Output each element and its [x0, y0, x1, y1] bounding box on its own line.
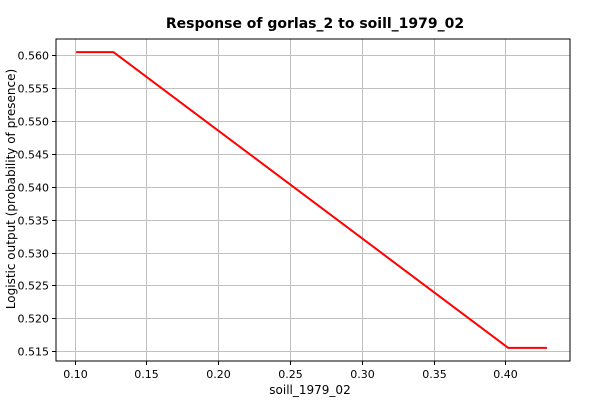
- y-tick-label: 0.515: [18, 346, 50, 359]
- x-tick-label: 0.10: [63, 368, 88, 381]
- x-tick-label: 0.15: [134, 368, 159, 381]
- y-tick-label: 0.530: [18, 248, 50, 261]
- y-tick-label: 0.545: [18, 149, 50, 162]
- chart-title: Response of gorlas_2 to soill_1979_02: [166, 16, 464, 32]
- ticks: 0.10 0.15 0.20 0.25 0.30 0.35 0.40 0.515 0.520 0.…: [18, 50, 518, 382]
- y-tick-label: 0.525: [18, 280, 50, 293]
- y-tick-label: 0.535: [18, 215, 50, 228]
- x-tick-label: 0.30: [350, 368, 375, 381]
- x-tick-label: 0.35: [422, 368, 447, 381]
- plot-frame: [55, 38, 571, 362]
- y-tick-label: 0.540: [18, 182, 50, 195]
- y-tick-label: 0.550: [18, 116, 50, 129]
- y-axis-label: Logistic output (probability of presence…: [4, 69, 18, 309]
- series-layer: [76, 51, 547, 349]
- y-tick-label: 0.560: [18, 50, 50, 63]
- x-axis-label: soill_1979_02: [269, 383, 350, 397]
- y-tick-label: 0.520: [18, 313, 50, 326]
- x-tick-label: 0.20: [206, 368, 231, 381]
- x-tick-label: 0.25: [278, 368, 303, 381]
- x-tick-label: 0.40: [493, 368, 518, 381]
- y-tick-label: 0.555: [18, 83, 50, 96]
- series-line-response: [76, 51, 547, 349]
- grid: [56, 39, 570, 361]
